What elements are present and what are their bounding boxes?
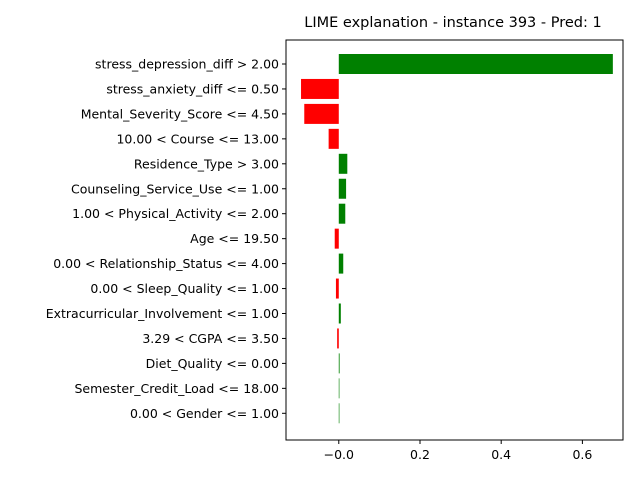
category-label-10: Extracurricular_Involvement <= 1.00 [46, 306, 279, 321]
category-label-6: 1.00 < Physical_Activity <= 2.00 [72, 206, 279, 221]
bar-1 [301, 78, 339, 99]
bar-14 [338, 403, 340, 424]
bar-6 [338, 203, 346, 224]
bar-8 [338, 253, 344, 274]
bar-5 [338, 178, 347, 199]
category-label-2: Mental_Severity_Score <= 4.50 [81, 106, 279, 121]
category-label-4: Residence_Type > 3.00 [134, 156, 279, 171]
x-tick-label-1: 0.2 [410, 447, 430, 462]
bar-9 [335, 278, 339, 299]
x-tick-label-2: 0.4 [491, 447, 511, 462]
x-tick-label-3: 0.6 [572, 447, 592, 462]
bars-layer [301, 54, 613, 424]
bar-10 [338, 303, 341, 324]
category-label-14: 0.00 < Gender <= 1.00 [130, 406, 279, 421]
x-tick-label-0: −0.0 [324, 447, 354, 462]
category-label-5: Counseling_Service_Use <= 1.00 [71, 181, 279, 196]
bar-7 [334, 228, 339, 249]
category-labels: stress_depression_diff > 2.00 stress_anxi… [46, 57, 286, 421]
category-label-12: Diet_Quality <= 0.00 [146, 356, 279, 371]
category-label-11: 3.29 < CGPA <= 3.50 [142, 331, 279, 346]
category-label-13: Semester_Credit_Load <= 18.00 [75, 381, 280, 396]
chart-title: LIME explanation - instance 393 - Pred: … [304, 15, 601, 31]
category-label-7: Age <= 19.50 [190, 231, 279, 246]
bar-12 [338, 353, 340, 374]
bar-11 [337, 328, 339, 349]
bar-3 [328, 128, 339, 149]
bar-4 [338, 153, 348, 174]
category-label-9: 0.00 < Sleep_Quality <= 1.00 [90, 281, 279, 296]
category-label-3: 10.00 < Course <= 13.00 [116, 131, 279, 146]
bar-13 [338, 378, 340, 399]
x-axis-ticks: −0.0 0.2 0.4 0.6 [324, 440, 592, 462]
bar-0 [338, 54, 613, 74]
category-label-8: 0.00 < Relationship_Status <= 4.00 [53, 256, 279, 271]
bar-2 [304, 103, 339, 124]
plot-frame [285, 39, 624, 441]
category-label-1: stress_anxiety_diff <= 0.50 [106, 81, 279, 96]
category-label-0: stress_depression_diff > 2.00 [95, 57, 279, 72]
